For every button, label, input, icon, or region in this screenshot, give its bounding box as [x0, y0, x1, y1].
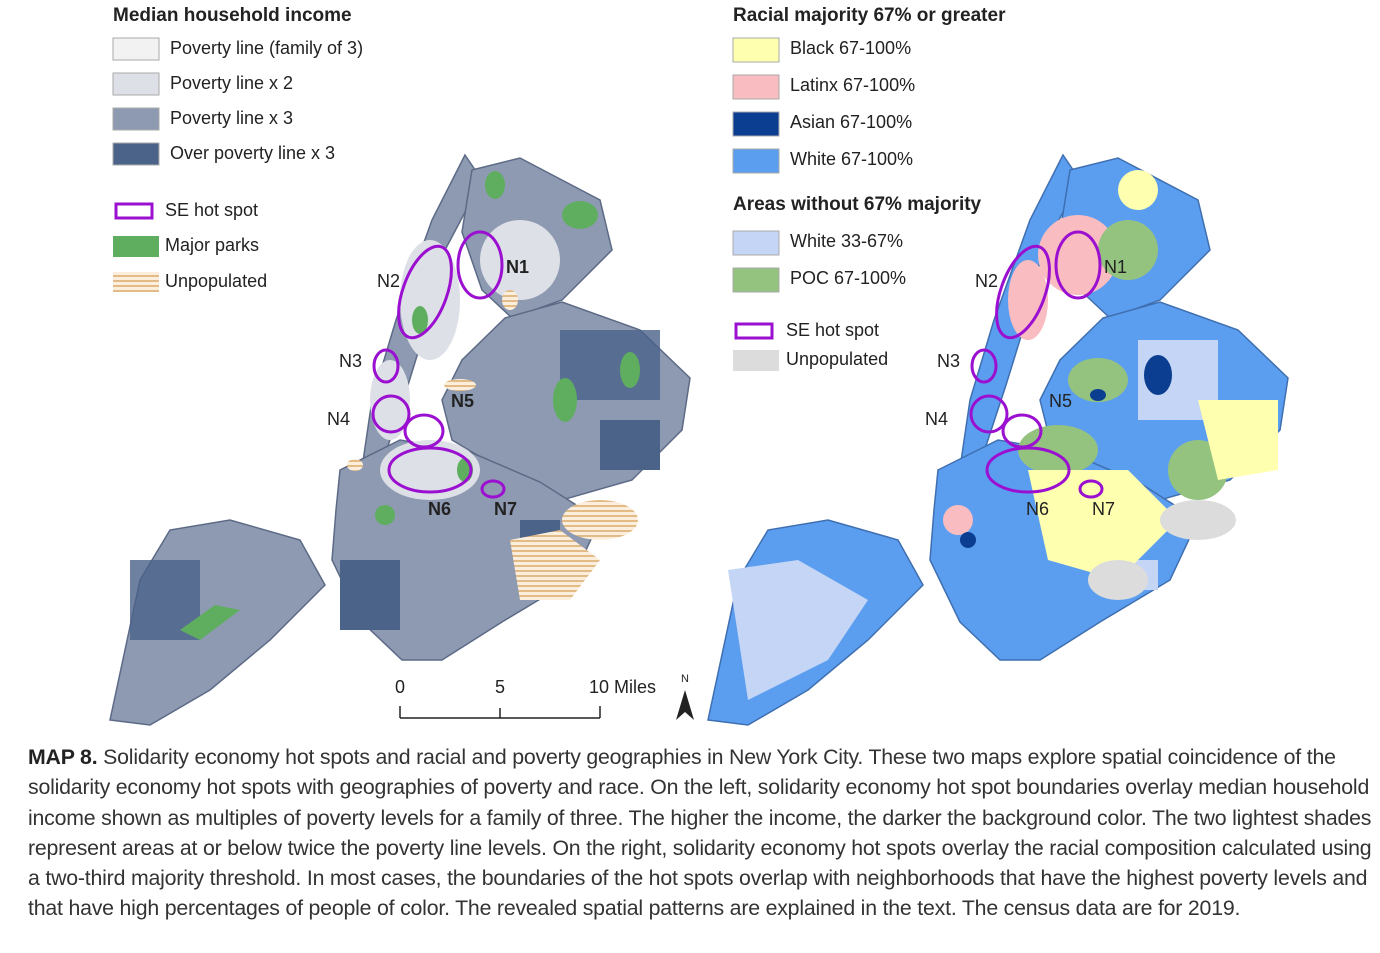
legend-item: Unpopulated — [786, 349, 888, 369]
hotspot-label: N6 — [428, 499, 451, 519]
legend-item: Asian 67-100% — [790, 112, 912, 132]
legend-item: POC 67-100% — [790, 268, 906, 288]
right-legend — [732, 37, 780, 371]
legend-item: White 33-67% — [790, 231, 903, 251]
legend-item: Poverty line x 2 — [170, 73, 293, 93]
scale-label: 0 — [395, 677, 405, 697]
hotspot-label: N2 — [377, 271, 400, 291]
legend-title: Areas without 67% majority — [733, 194, 982, 215]
left-legend — [112, 37, 160, 292]
hotspot-label: N5 — [451, 391, 474, 411]
hot-spots — [371, 230, 506, 499]
legend-item: Unpopulated — [165, 271, 267, 291]
caption-text: Solidarity economy hot spots and racial … — [28, 745, 1372, 921]
legend-title: Racial majority 67% or greater — [733, 5, 1006, 26]
hotspot-label: N1 — [506, 257, 529, 277]
hotspot-label: N3 — [339, 351, 362, 371]
hotspot-label: N6 — [1026, 499, 1049, 519]
figure: Median household income Poverty line (fam… — [109, 5, 1289, 726]
legend-item: Major parks — [165, 235, 259, 255]
scale-label: 5 — [495, 677, 505, 697]
hotspot-label: N2 — [975, 271, 998, 291]
caption-lead: MAP 8. — [28, 745, 98, 769]
legend-item: Latinx 67-100% — [790, 75, 915, 95]
legend-item: White 67-100% — [790, 149, 913, 169]
hot-spots — [969, 230, 1104, 499]
hotspot-label: N4 — [327, 409, 350, 429]
hotspot-label: N7 — [494, 499, 517, 519]
legend-item: Poverty line x 3 — [170, 108, 293, 128]
scale-bar — [399, 690, 694, 720]
race-map — [707, 154, 1289, 726]
north-label: N — [681, 673, 689, 685]
legend-title: Median household income — [113, 5, 352, 26]
legend-item: Poverty line (family of 3) — [170, 38, 363, 58]
legend-item: Black 67-100% — [790, 38, 911, 58]
income-map — [109, 154, 691, 726]
legend-item: SE hot spot — [165, 200, 258, 220]
hotspot-label: N5 — [1049, 391, 1072, 411]
hotspot-label: N3 — [937, 351, 960, 371]
legend-item: Over poverty line x 3 — [170, 143, 335, 163]
caption: MAP 8. Solidarity economy hot spots and … — [28, 742, 1373, 924]
hotspot-label: N4 — [925, 409, 948, 429]
scale-label: 10 Miles — [589, 677, 656, 697]
hotspot-label: N1 — [1104, 257, 1127, 277]
legend-item: SE hot spot — [786, 320, 879, 340]
hotspot-label: N7 — [1092, 499, 1115, 519]
